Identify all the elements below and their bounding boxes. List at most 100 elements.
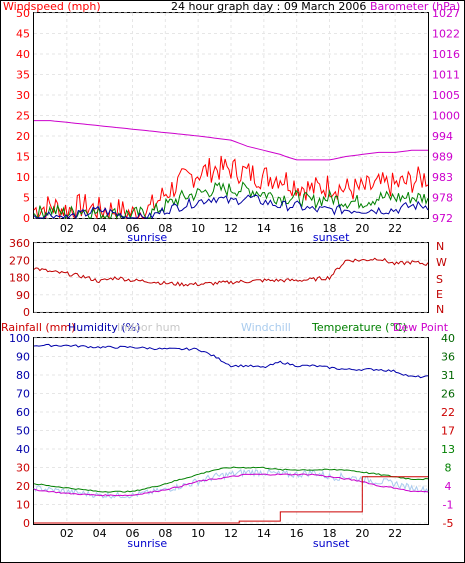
wind-tick-label: 45	[16, 28, 30, 41]
sunrise-label: sunrise	[127, 537, 167, 550]
series-rainfall-line	[34, 476, 428, 524]
temperature-label: Temperature (°C)	[311, 321, 407, 334]
direction-tick-label: 180	[9, 272, 30, 285]
compass-tick-label: W	[436, 256, 447, 269]
humidity-tick-label: 90	[16, 351, 30, 364]
temperature-tick-label: -5	[443, 517, 454, 530]
barometer-tick-label: 1011	[432, 69, 460, 82]
wind-tick-label: 20	[16, 130, 30, 143]
wind-tick-label: 30	[16, 89, 30, 102]
x-tick-label: 22	[388, 527, 402, 540]
x-tick-label: 12	[224, 527, 238, 540]
wind-tick-label: 25	[16, 110, 30, 123]
wind-panel: 0 5 10 15 20 25 30 35 40 45 50 972 978 983 989 994 1000 1…	[16, 7, 460, 244]
x-tick-label: 22	[388, 222, 402, 235]
barometer-tick-label: 1005	[432, 89, 460, 102]
x-tick-label: 02	[60, 222, 74, 235]
x-tick-label: 12	[224, 222, 238, 235]
x-tick-label: 20	[355, 527, 369, 540]
barometer-tick-label: 994	[432, 130, 453, 143]
wind-tick-label: 50	[16, 7, 30, 20]
x-tick-label: 06	[126, 222, 140, 235]
series-wind-average-line	[33, 181, 429, 220]
barometer-tick-label: 1000	[432, 110, 460, 123]
direction-tick-label: 90	[16, 289, 30, 302]
x-tick-label: 18	[323, 222, 337, 235]
temperature-tick-label: 17	[441, 425, 455, 438]
barometer-tick-label: 1022	[432, 28, 460, 41]
x-tick-label: 04	[93, 222, 107, 235]
rain-humidity-tick-label: 0	[23, 517, 30, 530]
wind-tick-label: 15	[16, 151, 30, 164]
dewpoint-label: Dew Point	[393, 321, 449, 334]
x-tick-label: 10	[191, 222, 205, 235]
compass-tick-label: E	[436, 288, 443, 301]
direction-tick-label: 0	[23, 306, 30, 319]
compass-tick-label: N	[436, 303, 444, 316]
sunset-label: sunset	[313, 537, 350, 550]
x-tick-label: 14	[257, 527, 271, 540]
wind-tick-label: 0	[23, 212, 30, 225]
panel-direction-frame	[33, 242, 429, 313]
x-tick-label: 06	[126, 527, 140, 540]
barometer-tick-label: 978	[432, 192, 453, 205]
humidity-label: Humidity (%)	[68, 321, 140, 334]
series-windspeed-line	[33, 155, 429, 220]
humidity-tick-label: 100	[9, 332, 30, 345]
x-tick-label: 16	[290, 527, 304, 540]
humidity-tick-label: 40	[16, 443, 30, 456]
x-tick-label: 08	[158, 527, 172, 540]
x-tick-label: 04	[93, 527, 107, 540]
barometer-tick-label: 983	[432, 171, 453, 184]
lower-panel: 0 10 20 30 40 50 60 70 80 90 100 -5 -1 4 8 13 17 22 26 31 36…	[9, 332, 455, 550]
humidity-tick-label: 50	[16, 425, 30, 438]
rainfall-label: Rainfall (mm)	[1, 321, 75, 334]
barometer-axis-label: Barometer (hPa)	[370, 0, 460, 13]
series-barometer-line	[34, 120, 428, 161]
temperature-tick-label: 8	[445, 462, 452, 475]
temperature-tick-label: 40	[441, 332, 455, 345]
barometer-tick-label: 1027	[432, 7, 460, 20]
humidity-tick-label: 70	[16, 388, 30, 401]
series-wind-direction-line	[33, 257, 429, 287]
temperature-tick-label: 22	[441, 406, 455, 419]
barometer-tick-label: 972	[432, 212, 453, 225]
x-tick-label: 16	[290, 222, 304, 235]
barometer-tick-label: 1016	[432, 48, 460, 61]
indoor-humidity-label: Indoor hum	[117, 321, 180, 334]
x-tick-label: 10	[191, 527, 205, 540]
chart-title: 24 hour graph day : 09 March 2006	[171, 0, 366, 13]
direction-tick-label: 270	[9, 254, 30, 267]
x-tick-label: 18	[323, 527, 337, 540]
temperature-tick-label: -1	[443, 499, 454, 512]
series-humidity-line	[33, 343, 429, 379]
series-wind-low-line	[33, 194, 429, 220]
sunset-label: sunset	[313, 231, 350, 244]
x-tick-label: 20	[355, 222, 369, 235]
windspeed-axis-label: Windspeed (mph)	[3, 0, 101, 13]
rain-humidity-tick-label: 10	[16, 499, 30, 512]
wind-tick-label: 10	[16, 171, 30, 184]
x-tick-label: 02	[60, 527, 74, 540]
compass-tick-label: N	[436, 240, 444, 253]
x-tick-label: 14	[257, 222, 271, 235]
wind-tick-label: 5	[23, 192, 30, 205]
humidity-tick-label: 80	[16, 369, 30, 382]
humidity-tick-label: 60	[16, 406, 30, 419]
rain-humidity-tick-label: 20	[16, 480, 30, 493]
temperature-tick-label: 4	[445, 480, 452, 493]
wind-tick-label: 40	[16, 48, 30, 61]
sunrise-label: sunrise	[127, 231, 167, 244]
windchill-label: Windchill	[241, 321, 291, 334]
series-temperature-line	[33, 466, 429, 493]
temperature-tick-label: 31	[441, 369, 455, 382]
direction-tick-label: 360	[9, 237, 30, 250]
temperature-tick-label: 26	[441, 388, 455, 401]
temperature-tick-label: 36	[441, 351, 455, 364]
temperature-tick-label: 13	[441, 443, 455, 456]
compass-tick-label: S	[436, 273, 443, 286]
x-tick-label: 08	[158, 222, 172, 235]
